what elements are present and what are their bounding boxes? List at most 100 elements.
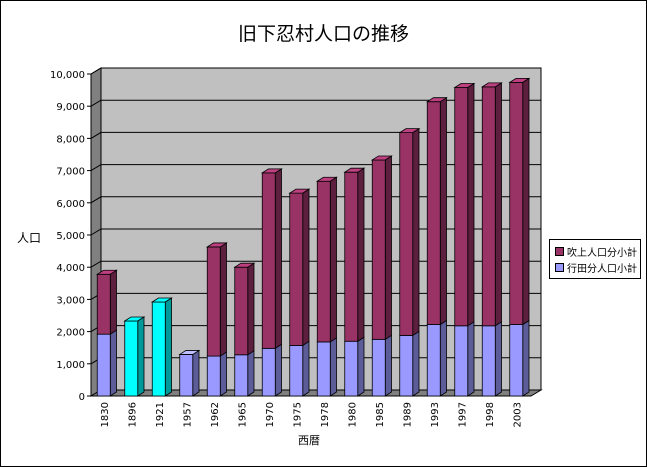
- bar-1921-series-0-top: [150, 297, 173, 303]
- x-tick-label: 1970: [265, 402, 276, 427]
- x-axis-label: 西暦: [298, 434, 320, 447]
- x-tick-label: 1896: [127, 402, 138, 427]
- y-tick-label: 5,000: [56, 231, 85, 242]
- x-tick-label: 1997: [457, 402, 468, 427]
- bar-1965-series-1-side: [247, 262, 255, 356]
- legend-label-fukiage: 吹上人口分小計: [567, 247, 637, 259]
- bar-1998-series-1-top: [480, 82, 503, 88]
- bar-1997-series-0-side: [467, 321, 475, 397]
- bar-1830-series-0-side: [109, 329, 117, 397]
- bar-1998-series-1: [481, 86, 496, 327]
- bar-1989-series-1-side: [412, 127, 420, 337]
- bar-1965-series-0-side: [247, 350, 255, 397]
- bar-1993-series-1-top: [425, 97, 448, 103]
- bar-1997-series-1-top: [453, 83, 476, 88]
- bar-1965-series-0: [234, 354, 249, 397]
- x-tick-label: 1965: [237, 402, 248, 427]
- bar-1830-series-1-top: [95, 269, 118, 275]
- bar-1978-series-1-side: [329, 176, 337, 343]
- bar-1921-series-0: [151, 301, 166, 397]
- bar-1970-series-1: [261, 172, 276, 349]
- bar-1980-series-1-side: [357, 167, 365, 342]
- y-tick-label: 9,000: [56, 102, 85, 113]
- bar-1957-series-0-top: [178, 350, 201, 355]
- bar-1975-series-1-side: [302, 188, 310, 347]
- bar-1978-series-1-top: [315, 176, 338, 182]
- bar-1921-series-0-side: [164, 297, 172, 397]
- y-tick-label: 7,000: [56, 167, 85, 178]
- bar-1970-series-1-top: [260, 168, 283, 174]
- y-axis-label: 人口: [17, 231, 42, 245]
- bar-2003-series-1: [509, 81, 524, 325]
- bar-1962-series-0-side: [219, 351, 227, 397]
- gridline: [90, 260, 541, 268]
- y-tick-label: 2,000: [56, 328, 85, 339]
- gridline: [90, 99, 541, 107]
- x-tick-label: 1978: [320, 402, 331, 427]
- bar-1985-series-0-side: [384, 334, 392, 397]
- bar-1970-series-0-side: [274, 343, 282, 397]
- bar-2003-series-1-side: [522, 77, 530, 326]
- gridline: [90, 67, 541, 75]
- bar-1989-series-1: [399, 132, 414, 336]
- x-tick-label: 1957: [182, 402, 193, 427]
- legend-swatch-gyoda: [555, 262, 564, 272]
- bar-1989-series-1-top: [398, 128, 421, 134]
- bar-1985-series-1-top: [370, 155, 393, 161]
- bar-2003-series-1-top: [508, 77, 531, 83]
- bar-1985-series-1: [371, 159, 386, 340]
- bar-1989-series-0-side: [412, 330, 420, 397]
- y-tick-label: 4,000: [56, 263, 85, 274]
- x-axis-label-wrap: 西暦: [1, 432, 646, 448]
- bar-1965-series-1: [234, 266, 249, 356]
- x-tick-label: 1989: [402, 402, 413, 427]
- bar-1962-series-0: [206, 355, 221, 397]
- bar-1993-series-0-side: [439, 319, 447, 397]
- bar-1970-series-0: [261, 347, 276, 397]
- bar-1980-series-0: [344, 340, 359, 397]
- bar-1998-series-1-side: [494, 82, 502, 327]
- bar-1998-series-0: [481, 325, 496, 397]
- x-tick-label: 2003: [512, 402, 523, 427]
- bar-1978-series-0-side: [329, 337, 337, 397]
- bar-1962-series-1-top: [205, 242, 228, 248]
- bar-1980-series-1: [344, 171, 359, 342]
- gridline: [90, 196, 541, 204]
- bar-1998-series-0-side: [494, 321, 502, 397]
- bar-1896-series-0-side: [137, 316, 145, 397]
- x-tick-label: 1993: [430, 402, 441, 427]
- bar-1989-series-0: [399, 335, 414, 397]
- y-tick-label: 3,000: [56, 295, 85, 306]
- bar-1997-series-0: [454, 325, 469, 397]
- bar-1970-series-1-side: [274, 168, 282, 350]
- gridline: [90, 164, 541, 172]
- bar-1975-series-0-side: [302, 340, 310, 397]
- bar-1978-series-1: [316, 180, 331, 343]
- bar-1957-series-0-side: [192, 349, 200, 397]
- bar-1896-series-0: [124, 320, 139, 397]
- bar-1997-series-1-side: [467, 82, 475, 327]
- legend-label-gyoda: 行田分人口小計: [567, 263, 637, 275]
- bar-1975-series-0: [289, 345, 304, 397]
- bar-1978-series-0: [316, 341, 331, 397]
- x-tick-label: 1921: [155, 402, 166, 427]
- gridline: [90, 131, 541, 139]
- y-tick-label: 10,000: [50, 70, 85, 81]
- x-tick-label: 1975: [292, 402, 303, 427]
- gridline: [90, 228, 541, 236]
- bar-1962-series-1-side: [219, 242, 227, 357]
- y-tick-label: 0: [79, 392, 85, 403]
- legend-item-fukiage: 吹上人口分小計: [555, 245, 637, 259]
- bar-2003-series-0: [509, 324, 524, 397]
- bar-1980-series-0-side: [357, 336, 365, 397]
- bar-1993-series-0: [426, 324, 441, 397]
- x-tick-label: 1985: [375, 402, 386, 427]
- bar-1980-series-1-top: [343, 167, 366, 173]
- bar-1993-series-1-side: [439, 96, 447, 326]
- bar-1896-series-0-top: [123, 316, 146, 322]
- y-tick-label: 6,000: [56, 199, 85, 210]
- y-tick-label: 8,000: [56, 134, 85, 145]
- x-tick-label: 1980: [347, 402, 358, 427]
- chart-title: 旧下忍村人口の推移: [237, 23, 409, 45]
